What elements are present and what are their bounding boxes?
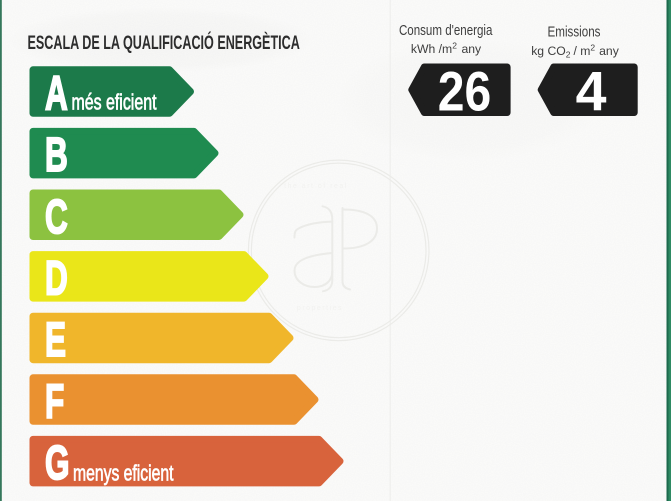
svg-text:the art of real: the art of real [284, 183, 348, 190]
svg-text:D: D [45, 251, 68, 306]
svg-text:properties: properties [297, 305, 343, 312]
svg-text:4: 4 [576, 61, 607, 123]
svg-text:26: 26 [438, 61, 492, 123]
svg-text:E: E [45, 312, 66, 367]
svg-text:ESCALA DE LA QUALIFICACIÓ ENER: ESCALA DE LA QUALIFICACIÓ ENERGÈTICA [28, 30, 300, 54]
svg-text:Consum d'energia: Consum d'energia [399, 22, 493, 39]
svg-text:F: F [45, 374, 64, 429]
svg-text:C: C [45, 189, 68, 244]
svg-text:més eficient: més eficient [72, 90, 157, 115]
svg-text:A: A [45, 66, 68, 121]
svg-text:menys eficient: menys eficient [73, 461, 174, 486]
svg-text:B: B [45, 127, 68, 182]
svg-text:G: G [45, 435, 70, 490]
svg-text:Emissions: Emissions [548, 24, 601, 41]
